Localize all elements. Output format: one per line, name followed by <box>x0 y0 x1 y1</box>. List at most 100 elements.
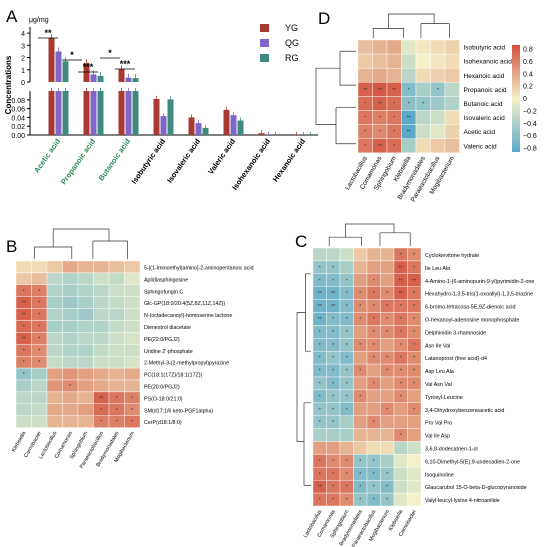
heatmap-cell <box>93 332 110 345</box>
heatmap-cell <box>312 247 327 262</box>
bar-qg-lower <box>55 91 62 135</box>
row-label: Sphingofungin C <box>144 289 183 295</box>
heatmap-cell <box>62 272 79 285</box>
cell-significance: * <box>400 369 402 375</box>
cell-significance: ** <box>22 313 26 319</box>
heatmap-cell <box>62 415 79 428</box>
heatmap-cell <box>93 356 110 369</box>
heatmap-cell <box>46 391 63 404</box>
cell-significance: ** <box>318 485 322 491</box>
cell-significance: * <box>332 420 334 426</box>
significance-label: * <box>70 50 74 60</box>
heatmap-cell <box>31 367 48 381</box>
colorbar <box>512 45 520 152</box>
cell-significance: * <box>332 485 334 491</box>
cell-significance: * <box>319 394 321 400</box>
y-tick-label-upper: 4 <box>21 31 25 38</box>
cell-significance: * <box>319 459 321 465</box>
bar-qg-upper <box>125 77 132 82</box>
cell-significance: * <box>413 304 415 310</box>
cell-significance: * <box>332 265 334 271</box>
heatmap-cell <box>124 284 141 297</box>
cell-significance: * <box>332 472 334 478</box>
row-label: PE(20:0/PGJ2) <box>144 384 180 390</box>
heatmap-cell <box>77 356 94 369</box>
legend-label-qg: QG <box>285 38 299 48</box>
cell-significance: ** <box>399 278 403 284</box>
heatmap-cell <box>46 308 63 321</box>
heatmap-cell <box>444 39 460 55</box>
row-label: Glc-GP(18:0/20:4(5Z,8Z,11Z,14Z)) <box>144 301 225 307</box>
row-label: Delphinidin 3-rhamnoside <box>425 330 486 336</box>
heatmap-cell <box>366 402 381 416</box>
row-label: Cyclokievitone hydrate <box>425 253 479 259</box>
heatmap-cell <box>444 96 460 111</box>
heatmap-cell <box>108 296 125 309</box>
heatmap-cell <box>62 320 79 333</box>
bar-yg-lower <box>188 117 195 135</box>
heatmap-cell <box>46 379 63 393</box>
heatmap-cell <box>77 320 94 333</box>
heatmap-cell <box>372 67 388 83</box>
cell-significance: * <box>386 356 388 362</box>
cell-significance: * <box>346 459 348 465</box>
cell-significance: * <box>346 407 348 413</box>
cell-significance: ** <box>318 317 322 323</box>
panel-c-heatmap: * * Cyclokievitone hydrate* * ** * Ile Leu Ala… <box>296 223 534 547</box>
cell-significance: * <box>413 252 415 258</box>
heatmap-cell <box>339 260 354 274</box>
cell-significance: ** <box>99 396 103 402</box>
heatmap-cell <box>15 415 32 428</box>
heatmap-cell <box>430 53 446 69</box>
heatmap-cell <box>407 428 422 442</box>
row-label: N-(octadecanoyl)-homoserine lactone <box>144 313 232 319</box>
cell-significance: * <box>400 433 402 439</box>
cell-significance: * <box>131 420 133 426</box>
cell-significance: * <box>413 317 415 323</box>
legend-swatch-yg <box>260 24 269 32</box>
cell-significance: * <box>23 324 25 330</box>
heatmap-cell <box>31 379 48 393</box>
heatmap-cell <box>62 367 79 381</box>
row-label: Propanoic acid <box>464 87 507 94</box>
row-label: Tyrosyl-Leucine <box>425 395 463 401</box>
heatmap-cell <box>31 260 48 274</box>
bar-yg-lower <box>258 133 265 135</box>
cell-significance: * <box>400 356 402 362</box>
heatmap-cell <box>124 296 141 309</box>
heatmap-cell <box>31 403 48 416</box>
heatmap-cell <box>93 296 110 309</box>
heatmap-cell <box>393 492 408 507</box>
row-label: O-hexanoyl-adenosine monophosphate <box>425 317 519 323</box>
row-label: Isohexanoic acid <box>464 59 513 66</box>
heatmap-cell <box>46 356 63 369</box>
row-label: PS(O-18:0/21:0) <box>144 396 183 402</box>
heatmap-cell <box>366 389 381 403</box>
cell-significance: * <box>332 317 334 323</box>
bar-rg-upper <box>62 61 69 82</box>
cell-significance: * <box>393 130 395 136</box>
y-tick-label-upper: 2 <box>21 56 25 63</box>
cell-significance: * <box>364 101 366 107</box>
heatmap-cell <box>93 272 110 285</box>
heatmap-cell <box>339 441 354 455</box>
cell-significance: * <box>346 498 348 504</box>
colorbar-tick-label: −0.8 <box>523 146 537 153</box>
cell-significance: * <box>346 291 348 297</box>
heatmap-cell <box>93 344 110 357</box>
cell-significance: ** <box>22 336 26 342</box>
heatmap-cell <box>326 428 341 442</box>
heatmap-cell <box>407 467 422 481</box>
panel-d-heatmap: Isobutyric acid Isohexanoic acid Hexanoic … <box>315 13 537 203</box>
heatmap-cell <box>62 332 79 345</box>
cell-significance: * <box>116 420 118 426</box>
cell-significance: * <box>346 356 348 362</box>
row-dendrogram <box>315 50 356 145</box>
legend-label-yg: YG <box>285 23 298 33</box>
heatmap-cell <box>380 415 395 429</box>
heatmap-cell <box>46 403 63 416</box>
heatmap-cell <box>415 67 431 83</box>
cell-significance: ** <box>378 144 382 150</box>
heatmap-cell <box>366 247 381 262</box>
